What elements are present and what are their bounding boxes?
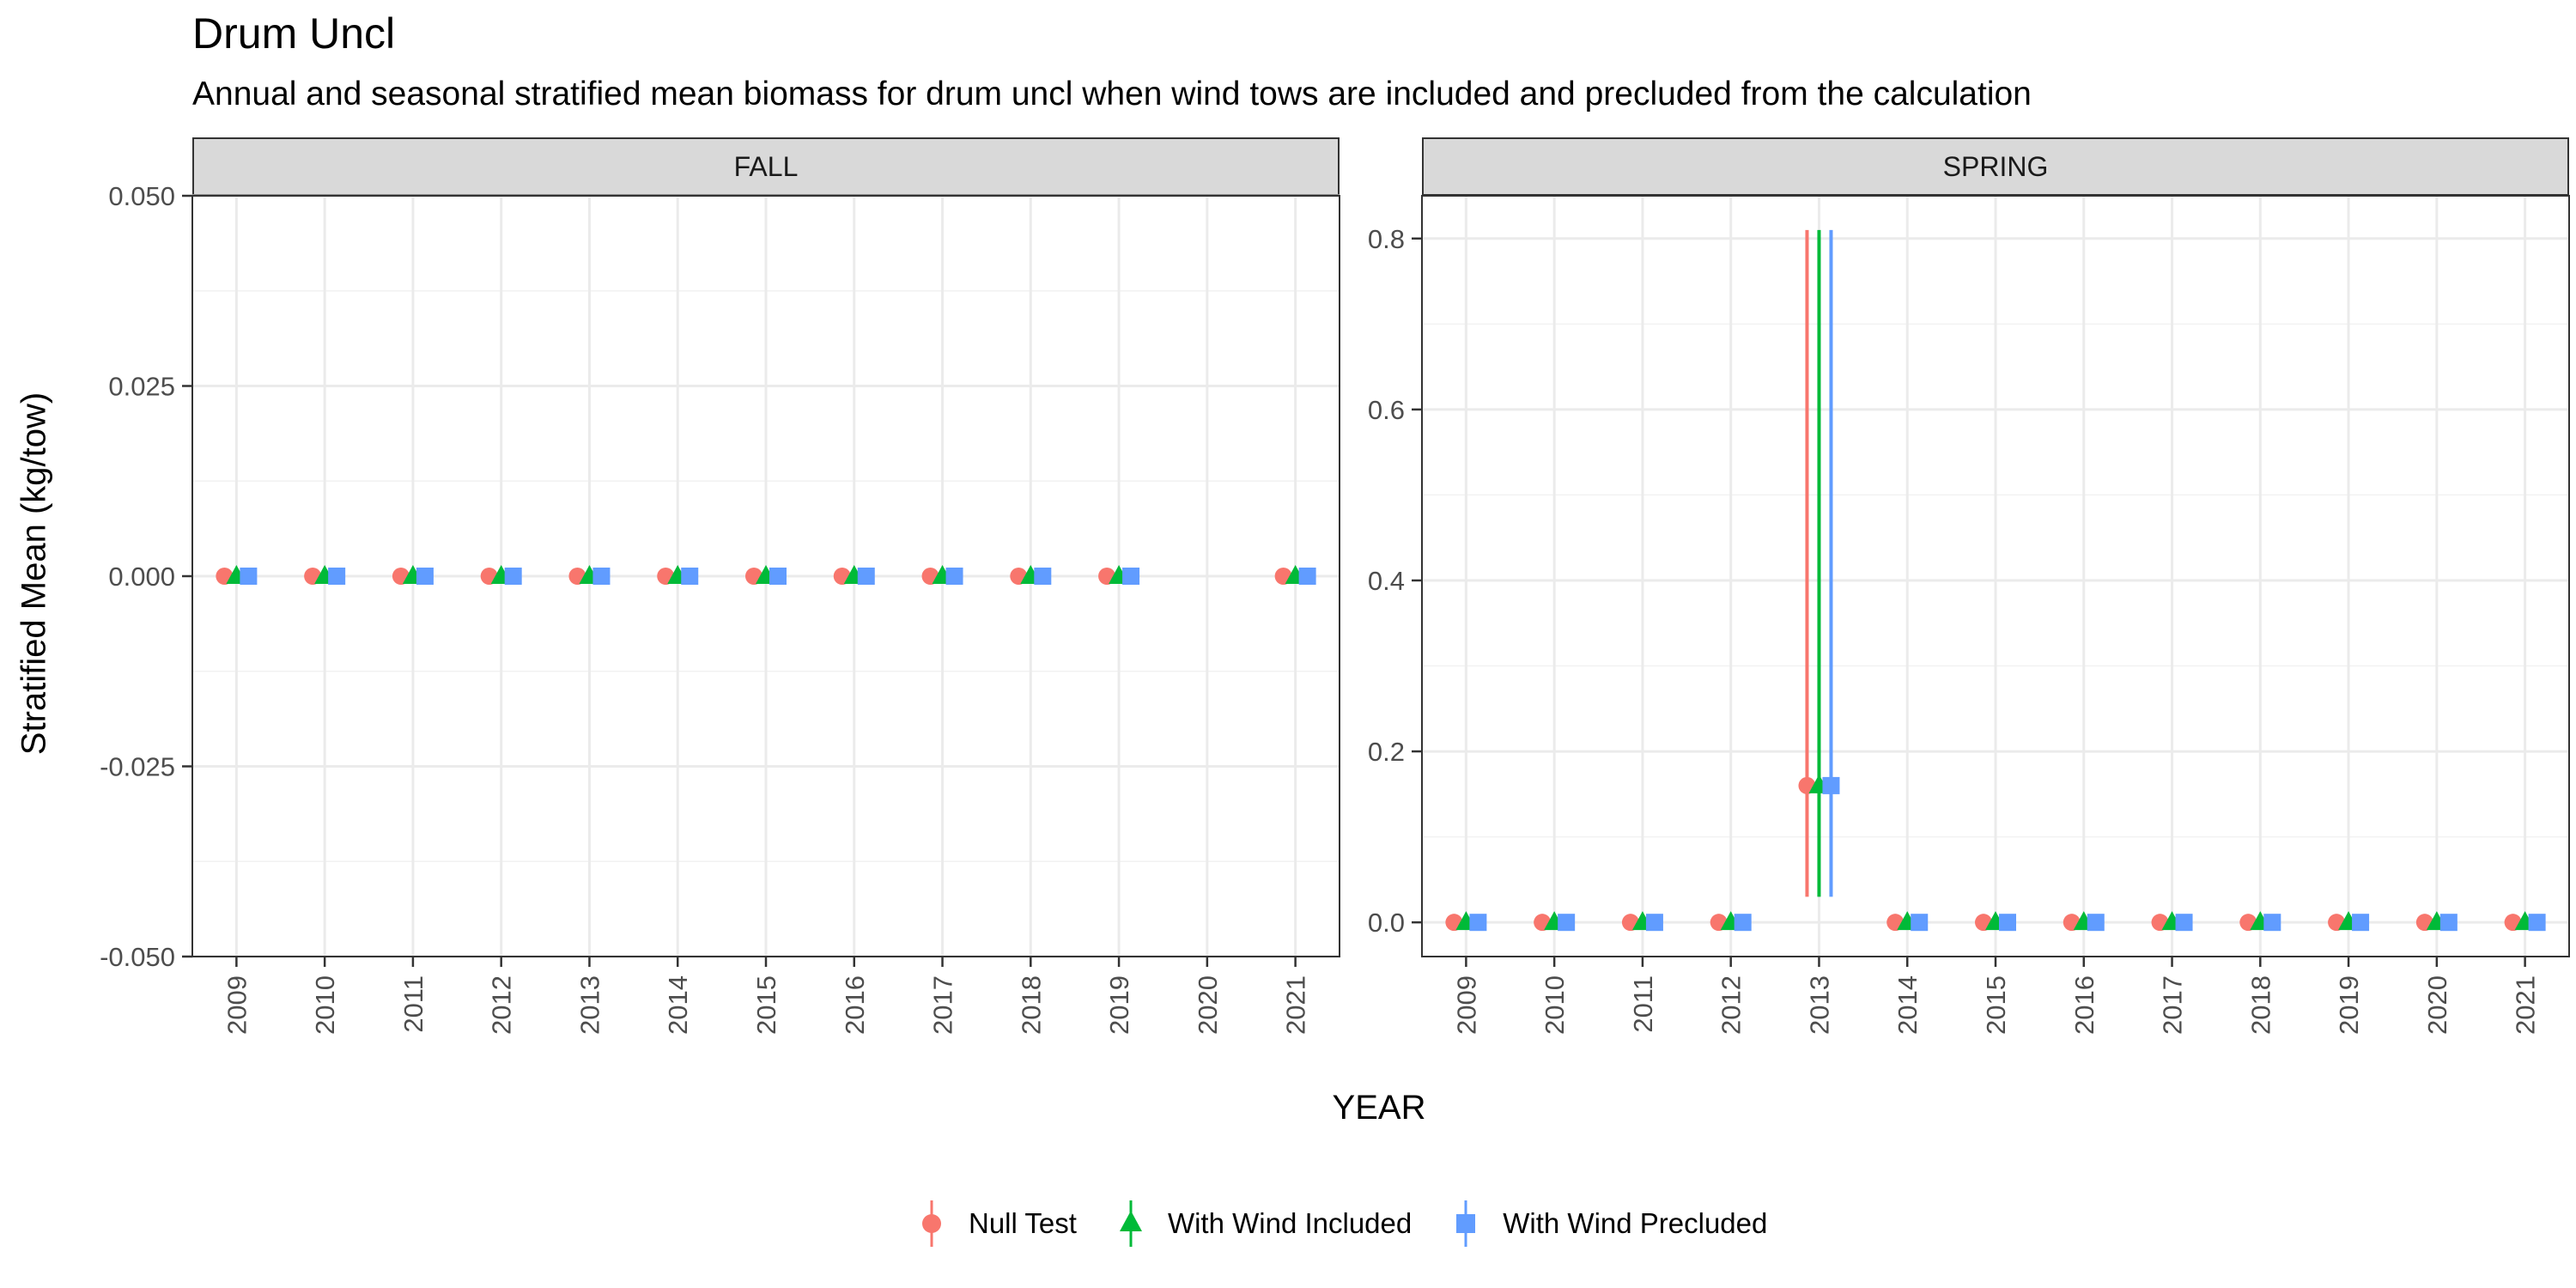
x-tick-label-fall: 2009 — [222, 975, 252, 1035]
y-tick-label-spring: 0.0 — [1368, 908, 1405, 938]
y-tick-label-fall: 0.050 — [108, 181, 175, 211]
legend-item-with-wind-precluded: With Wind Precluded — [1444, 1194, 1767, 1254]
x-tick-label-fall: 2012 — [487, 975, 517, 1035]
chart-subtitle: Annual and seasonal stratified mean biom… — [192, 76, 2032, 112]
data-point-with-wind-precluded — [1034, 568, 1052, 585]
data-point-with-wind-precluded — [328, 568, 346, 585]
legend-label-with-wind-precluded: With Wind Precluded — [1503, 1207, 1768, 1239]
data-point-with-wind-precluded — [1645, 914, 1663, 932]
data-point-with-wind-precluded — [2175, 914, 2193, 932]
x-tick-label-fall: 2020 — [1193, 975, 1223, 1035]
data-point-with-wind-precluded — [1734, 914, 1752, 932]
x-axis-label: YEAR — [1332, 1089, 1426, 1127]
data-point-with-wind-precluded — [945, 568, 963, 585]
legend-key-triangle-icon — [1119, 1200, 1142, 1247]
data-point-with-wind-precluded — [240, 568, 258, 585]
legend-item-with-wind-included: With Wind Included — [1109, 1194, 1412, 1254]
data-point-with-wind-precluded — [2087, 914, 2105, 932]
data-point-with-wind-precluded — [1999, 914, 2016, 932]
x-tick-label-spring: 2012 — [1716, 975, 1747, 1035]
data-point-with-wind-precluded — [2263, 914, 2281, 932]
data-point-with-wind-precluded — [769, 568, 787, 585]
panel-strip-spring: SPRING — [1422, 137, 2569, 196]
data-point-with-wind-precluded — [1822, 776, 1840, 794]
data-point-with-wind-precluded — [2352, 914, 2370, 932]
data-point-with-wind-precluded — [416, 568, 434, 585]
y-axis-label: Stratified Mean (kg/tow) — [15, 392, 53, 756]
x-tick-label-spring: 2013 — [1804, 975, 1834, 1035]
data-point-with-wind-precluded — [2528, 914, 2546, 932]
data-point-with-wind-precluded — [1911, 914, 1929, 932]
y-tick-label-spring: 0.4 — [1368, 566, 1405, 596]
y-tick-label-spring: 0.6 — [1368, 395, 1405, 425]
legend-label-with-wind-included: With Wind Included — [1167, 1207, 1413, 1239]
data-point-with-wind-precluded — [1558, 914, 1576, 932]
x-tick-label-spring: 2017 — [2158, 975, 2188, 1035]
panel-border-spring — [1421, 195, 2570, 957]
x-tick-label-spring: 2010 — [1540, 975, 1570, 1035]
x-tick-label-fall: 2017 — [928, 975, 958, 1035]
x-tick-label-fall: 2019 — [1104, 975, 1134, 1035]
x-tick-label-fall: 2011 — [398, 975, 428, 1033]
data-point-with-wind-precluded — [1122, 568, 1140, 585]
x-tick-label-fall: 2010 — [310, 975, 340, 1035]
chart-title: Drum Uncl — [192, 9, 396, 58]
x-tick-label-fall: 2021 — [1281, 975, 1311, 1035]
x-tick-label-spring: 2018 — [2245, 975, 2275, 1035]
legend-label-null-test: Null Test — [969, 1207, 1077, 1239]
data-point-with-wind-precluded — [592, 568, 611, 585]
legend-item-null-test: Null Test — [910, 1194, 1077, 1254]
y-tick-label-fall: -0.025 — [100, 752, 175, 782]
x-tick-label-fall: 2016 — [840, 975, 870, 1035]
legend: Null Test With Wind Included With Wind P… — [910, 1194, 1800, 1254]
data-point-with-wind-precluded — [681, 568, 699, 585]
y-tick-label-fall: 0.000 — [108, 562, 175, 592]
y-tick-label-spring: 0.2 — [1368, 737, 1405, 767]
panel-border-fall — [191, 195, 1340, 957]
x-tick-label-spring: 2014 — [1893, 975, 1923, 1035]
data-point-with-wind-precluded — [504, 568, 522, 585]
x-tick-label-fall: 2018 — [1016, 975, 1046, 1035]
data-point-with-wind-precluded — [2439, 914, 2458, 932]
legend-key-circle-icon — [922, 1200, 941, 1247]
legend-key-square-icon — [1456, 1200, 1476, 1247]
x-tick-label-spring: 2020 — [2422, 975, 2452, 1035]
x-tick-label-spring: 2015 — [1981, 975, 2011, 1035]
x-tick-label-fall: 2014 — [663, 975, 693, 1035]
data-point-with-wind-precluded — [1469, 914, 1487, 932]
x-tick-label-spring: 2016 — [2069, 975, 2099, 1035]
y-tick-label-fall: -0.050 — [100, 942, 175, 972]
data-point-with-wind-precluded — [857, 568, 875, 585]
x-tick-label-spring: 2011 — [1628, 975, 1658, 1033]
x-tick-label-spring: 2009 — [1451, 975, 1481, 1035]
y-tick-label-spring: 0.8 — [1368, 224, 1405, 254]
x-tick-label-spring: 2021 — [2511, 975, 2541, 1035]
x-tick-label-fall: 2013 — [574, 975, 605, 1035]
x-tick-label-fall: 2015 — [751, 975, 781, 1035]
x-tick-label-spring: 2019 — [2334, 975, 2364, 1035]
y-tick-label-fall: 0.025 — [108, 372, 175, 402]
data-point-with-wind-precluded — [1298, 568, 1316, 585]
